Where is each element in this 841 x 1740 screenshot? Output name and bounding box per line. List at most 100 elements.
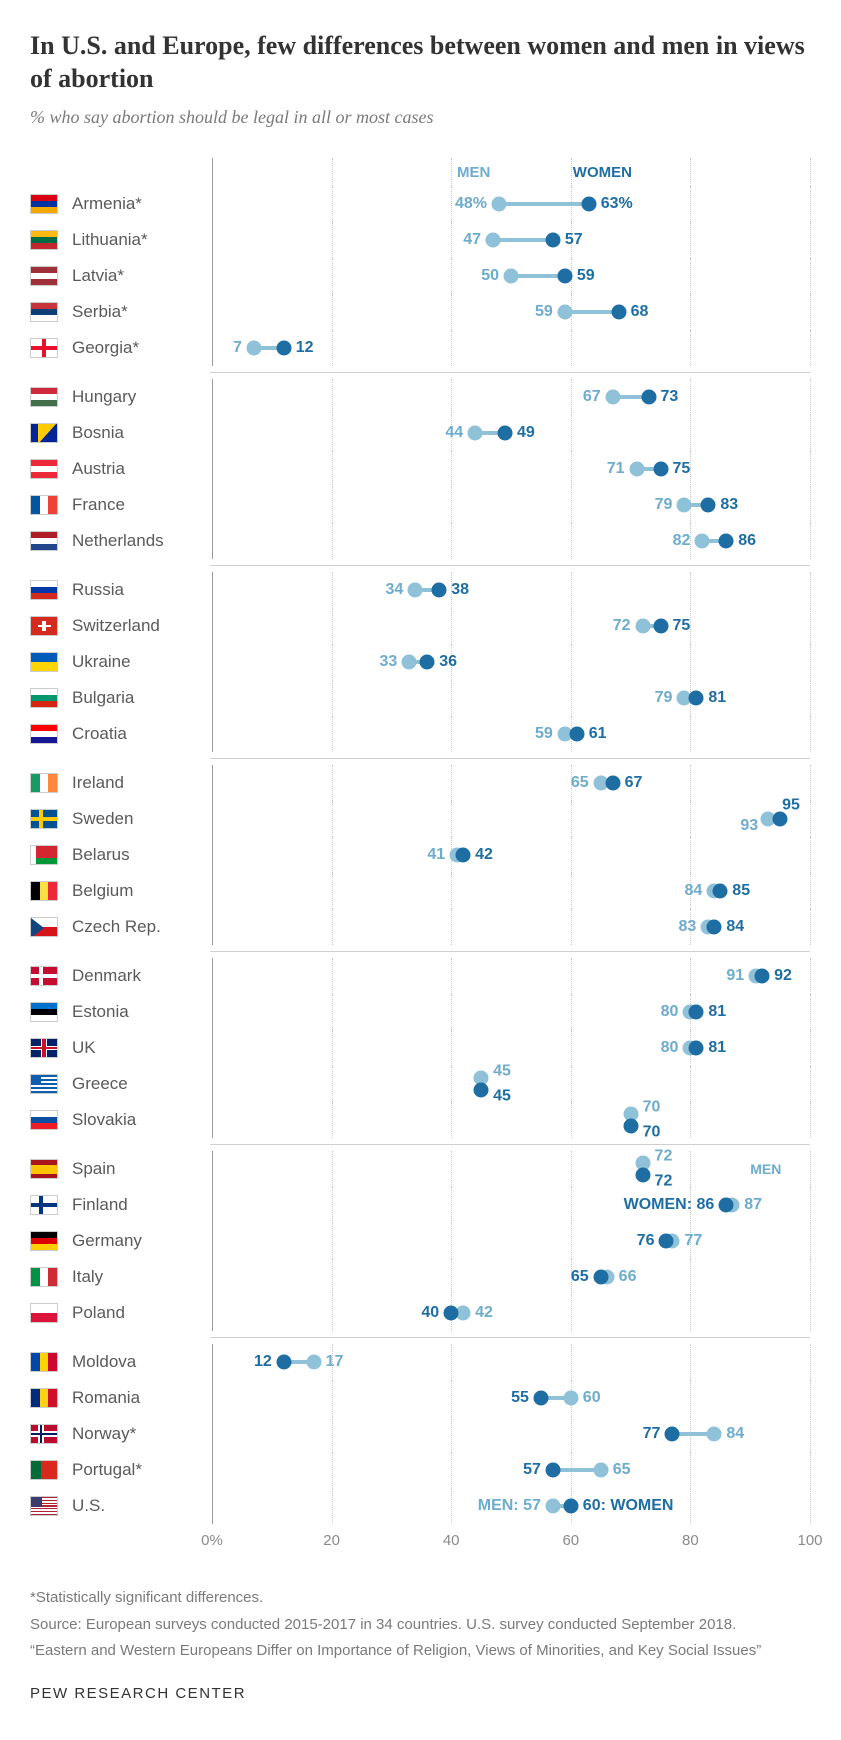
country-label: Russia — [72, 580, 212, 600]
plot-area: 9395 — [212, 801, 810, 837]
country-label: Croatia — [72, 724, 212, 744]
men-dot — [695, 534, 710, 549]
women-dot — [498, 426, 513, 441]
country-label: Serbia* — [72, 302, 212, 322]
women-dot — [557, 269, 572, 284]
flag-icon — [30, 652, 58, 672]
axis-tick: 40 — [443, 1532, 460, 1549]
men-value: 84 — [726, 1425, 744, 1443]
plot-area: 4757 — [212, 222, 810, 258]
women-dot — [713, 884, 728, 899]
women-dot — [569, 727, 584, 742]
data-row: Latvia*5059 — [30, 258, 810, 294]
flag-icon — [30, 845, 58, 865]
women-value: 84 — [726, 918, 744, 936]
data-row: Poland4240 — [30, 1295, 810, 1331]
data-row: Slovakia7070 — [30, 1102, 810, 1138]
flag-icon — [30, 809, 58, 829]
men-value: 79 — [655, 496, 673, 514]
flag-icon — [30, 1110, 58, 1130]
country-label: Poland — [72, 1303, 212, 1323]
women-dot — [545, 233, 560, 248]
men-dot — [563, 1391, 578, 1406]
men-dot — [605, 390, 620, 405]
country-label: Moldova — [72, 1352, 212, 1372]
group-separator — [210, 565, 810, 566]
chart-footer: *Statistically significant differences. … — [30, 1587, 811, 1663]
data-row: Serbia*5968 — [30, 294, 810, 330]
women-dot — [533, 1391, 548, 1406]
country-label: U.S. — [72, 1496, 212, 1516]
flag-icon — [30, 773, 58, 793]
men-dot — [486, 233, 501, 248]
range-connector — [499, 202, 589, 206]
plot-area: 7175 — [212, 451, 810, 487]
women-value: 63% — [601, 195, 633, 213]
women-dot — [689, 1041, 704, 1056]
country-label: Ukraine — [72, 652, 212, 672]
plot-area: 7070 — [212, 1102, 810, 1138]
country-label: Denmark — [72, 966, 212, 986]
plot-area: MEN: 57 60: WOMEN — [212, 1488, 810, 1524]
women-value: WOMEN: 86 — [624, 1196, 715, 1214]
men-value: 82 — [673, 532, 691, 550]
data-row: Georgia*712 — [30, 330, 810, 366]
men-value: MEN: 57 — [478, 1497, 541, 1515]
men-value: 50 — [481, 267, 499, 285]
women-value: 60: WOMEN — [583, 1497, 674, 1515]
footnote-quote: “Eastern and Western Europeans Differ on… — [30, 1640, 811, 1663]
women-dot — [456, 848, 471, 863]
country-label: Estonia — [72, 1002, 212, 1022]
men-value: 59 — [535, 725, 553, 743]
country-label: Sweden — [72, 809, 212, 829]
men-dot — [492, 197, 507, 212]
axis-tick: 100 — [797, 1532, 822, 1549]
data-row: Finland87WOMEN: 86 — [30, 1187, 810, 1223]
women-value: 81 — [708, 1039, 726, 1057]
plot-area: 9192 — [212, 958, 810, 994]
men-dot — [306, 1355, 321, 1370]
women-value: 72 — [655, 1173, 673, 1191]
group-separator — [210, 1337, 810, 1338]
women-value: 45 — [493, 1088, 511, 1106]
country-label: Lithuania* — [72, 230, 212, 250]
country-label: Switzerland — [72, 616, 212, 636]
country-label: Latvia* — [72, 266, 212, 286]
flag-icon — [30, 302, 58, 322]
women-value: 86 — [738, 532, 756, 550]
flag-icon — [30, 688, 58, 708]
data-row: Greece4545 — [30, 1066, 810, 1102]
data-row: Bosnia4449 — [30, 415, 810, 451]
men-value: 67 — [583, 388, 601, 406]
men-value: 72 — [655, 1147, 673, 1165]
plot-area: 4142 — [212, 837, 810, 873]
women-value: 49 — [517, 424, 535, 442]
flag-icon — [30, 1195, 58, 1215]
plot-area: 4449 — [212, 415, 810, 451]
country-label: UK — [72, 1038, 212, 1058]
country-label: Ireland — [72, 773, 212, 793]
axis-tick: 60 — [562, 1532, 579, 1549]
data-row: Bulgaria7981 — [30, 680, 810, 716]
women-dot — [719, 1198, 734, 1213]
women-dot — [689, 1005, 704, 1020]
women-value: 38 — [451, 581, 469, 599]
men-value: 41 — [427, 846, 445, 864]
men-value: 70 — [643, 1098, 661, 1116]
women-dot — [701, 498, 716, 513]
men-dot — [545, 1499, 560, 1514]
flag-icon — [30, 1002, 58, 1022]
men-value: 65 — [571, 774, 589, 792]
data-row: Croatia 59 61 — [30, 716, 810, 752]
data-row: Belarus4142 — [30, 837, 810, 873]
women-dot — [581, 197, 596, 212]
men-dot — [504, 269, 519, 284]
country-label: Armenia* — [72, 194, 212, 214]
flag-icon — [30, 230, 58, 250]
flag-icon — [30, 1352, 58, 1372]
women-value: 61 — [589, 725, 607, 743]
flag-icon — [30, 1460, 58, 1480]
group-separator — [210, 372, 810, 373]
men-value: 84 — [685, 882, 703, 900]
flag-icon — [30, 881, 58, 901]
